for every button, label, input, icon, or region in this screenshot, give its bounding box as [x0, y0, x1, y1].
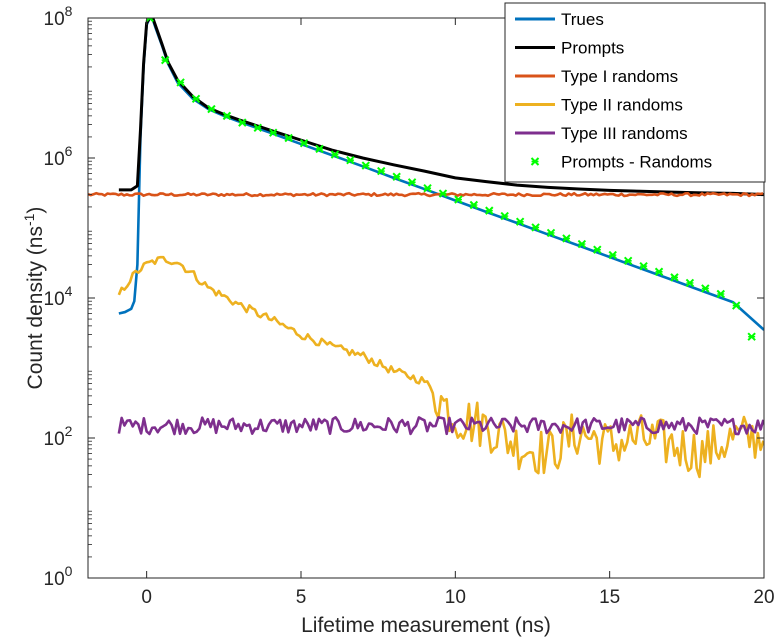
- y-tick-label: 104: [44, 283, 73, 310]
- data-point: [299, 138, 309, 148]
- data-point: [747, 332, 756, 341]
- y-tick-label: 102: [44, 423, 73, 450]
- y-tick-label: 106: [44, 143, 73, 170]
- data-point: [623, 256, 633, 266]
- x-tick-label: 0: [141, 587, 152, 608]
- legend-item-prompts-randoms: Prompts - Randoms: [530, 153, 712, 172]
- data-point: [407, 178, 417, 187]
- legend-label: Prompts - Randoms: [561, 153, 712, 172]
- x-tick-label: 20: [753, 587, 774, 608]
- ticks-layer: 0 5 10 15 20 100 102 104 106 108: [44, 3, 775, 608]
- legend-item-type-iii-randoms: Type III randoms: [515, 124, 688, 143]
- data-point: [608, 250, 617, 260]
- y-axis-title-main: Count density (ns: [24, 226, 47, 389]
- data-point: [639, 261, 648, 271]
- legend: Trues Prompts Type I randoms Type II random…: [504, 2, 766, 183]
- data-point: [191, 94, 201, 104]
- data-point: [361, 161, 371, 170]
- series-layer: [88, 18, 764, 479]
- legend-box: [504, 2, 766, 183]
- data-point: [423, 184, 432, 193]
- data-point: [160, 55, 170, 65]
- data-point: [346, 155, 355, 165]
- data-point: [577, 239, 587, 249]
- data-point: [253, 123, 262, 133]
- y-axis-title-close: ): [24, 207, 47, 214]
- data-point: [377, 166, 386, 176]
- data-point: [546, 228, 556, 238]
- y-axis-title-sup: -1: [21, 213, 37, 226]
- data-point: [593, 245, 602, 254]
- data-point: [685, 278, 695, 288]
- series-type-iii-randoms-line: [117, 416, 764, 436]
- data-point: [654, 267, 664, 276]
- data-point: [392, 172, 401, 181]
- x-tick-label: 5: [296, 587, 307, 608]
- data-point: [454, 195, 463, 204]
- data-point: [670, 273, 679, 282]
- y-axis-title: Count density (ns-1): [21, 207, 47, 390]
- data-point: [500, 211, 509, 221]
- data-point: [438, 189, 448, 198]
- y-tick-label: 108: [44, 3, 73, 30]
- data-point: [485, 206, 494, 215]
- legend-item-type-i-randoms: Type I randoms: [515, 67, 678, 86]
- x-axis-title: Lifetime measurement (ns): [301, 614, 551, 637]
- legend-item-prompts: Prompts: [515, 39, 624, 58]
- data-point: [207, 104, 216, 114]
- data-point: [716, 289, 725, 299]
- legend-label: Type I randoms: [561, 67, 678, 86]
- x-tick-label: 15: [599, 587, 620, 608]
- data-point: [145, 18, 154, 23]
- data-point: [330, 150, 340, 159]
- legend-item-trues: Trues: [515, 10, 604, 29]
- y-tick-label: 100: [44, 563, 73, 590]
- data-point: [238, 118, 247, 127]
- data-point: [732, 301, 741, 310]
- x-tick-label: 10: [445, 587, 466, 608]
- data-point: [176, 78, 185, 87]
- legend-label: Type III randoms: [561, 124, 688, 143]
- legend-label: Prompts: [561, 39, 624, 58]
- legend-item-type-ii-randoms: Type II randoms: [515, 96, 683, 115]
- data-point: [562, 234, 571, 243]
- legend-label: Type II randoms: [561, 96, 683, 115]
- data-point: [315, 144, 324, 154]
- data-point: [515, 217, 525, 226]
- data-point: [284, 133, 293, 143]
- legend-label: Trues: [561, 10, 604, 29]
- data-point: [222, 111, 232, 121]
- series-type-i-randoms-line: [88, 191, 764, 198]
- series-prompts-randoms: [145, 18, 756, 341]
- data-point: [531, 223, 540, 232]
- data-point: [268, 128, 278, 137]
- data-point: [701, 284, 710, 293]
- data-point: [469, 200, 479, 210]
